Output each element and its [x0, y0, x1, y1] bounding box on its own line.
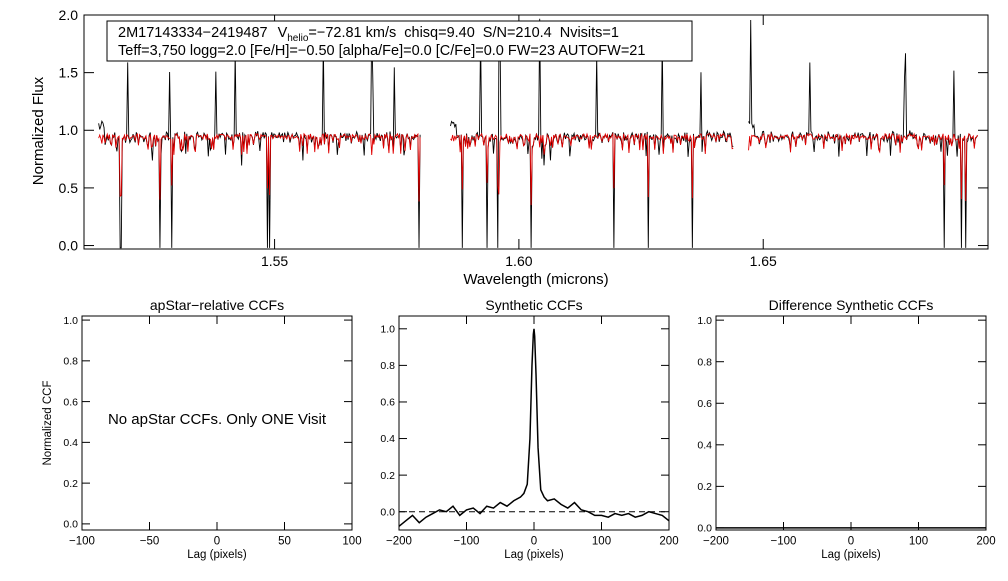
apstar-ccf-y-tick-label: 0.4 — [63, 437, 78, 449]
synthetic-ccf-title: Synthetic CCFs — [485, 297, 582, 313]
spectrum-x-axis-label: Wavelength (microns) — [463, 271, 608, 288]
difference-ccf-y-tick-label: 0.2 — [697, 481, 712, 493]
apstar-ccf-message: No apStar CCFs. Only ONE Visit — [108, 411, 327, 428]
difference-ccf-x-axis-label: Lag (pixels) — [821, 549, 881, 561]
apstar-ccf-x-tick-label: 100 — [342, 536, 361, 548]
apstar-ccf-axis-ticks: −100 −50 0 50 100 0.0 0.2 0.4 0.6 0.8 1.0 — [63, 315, 361, 548]
difference-ccf-title: Difference Synthetic CCFs — [769, 297, 934, 313]
synthetic-ccf-line — [398, 328, 670, 527]
spectrum-x-tick-label: 1.60 — [505, 253, 532, 269]
spectrum-y-tick-label: 1.5 — [59, 65, 79, 81]
synthetic-ccf-y-tick-label: 0.8 — [380, 360, 395, 372]
apstar-ccf-x-tick-label: 50 — [278, 536, 291, 548]
vhelio-label: V — [278, 25, 288, 41]
spectrum-y-tick-label: 1.0 — [59, 122, 79, 138]
synthetic-ccf-x-axis-label: Lag (pixels) — [504, 549, 564, 561]
difference-ccf-x-tick-label: 0 — [848, 536, 854, 548]
difference-ccf-x-tick-label: −100 — [771, 536, 797, 548]
snr-value: S/N=210.4 — [483, 25, 552, 41]
synthetic-ccf-panel: Synthetic CCFs −200 −100 0 100 200 0.0 0.2 0.4 0… — [380, 297, 678, 561]
synthetic-ccf-y-tick-label: 0.2 — [380, 470, 395, 482]
difference-ccf-panel: Difference Synthetic CCFs −200 −100 0 100 20… — [697, 297, 995, 561]
synthetic-ccf-x-tick-label: 0 — [531, 536, 537, 548]
apstar-ccf-title: apStar−relative CCFs — [150, 297, 284, 313]
difference-ccf-x-tick-label: 200 — [976, 536, 995, 548]
difference-ccf-y-tick-label: 0.4 — [697, 439, 712, 451]
spectrum-x-tick-label: 1.65 — [750, 253, 777, 269]
model-spectrum-line-chip-3 — [748, 131, 978, 201]
synthetic-ccf-x-tick-label: 200 — [659, 536, 678, 548]
nvisits-value: Nvisits=1 — [560, 25, 619, 41]
model-spectrum-line-chip-1 — [98, 132, 421, 202]
synthetic-ccf-x-tick-label: 100 — [592, 536, 611, 548]
difference-ccf-y-tick-label: 1.0 — [697, 315, 712, 327]
chisq-value: chisq=9.40 — [404, 25, 475, 41]
spectrum-frame — [83, 14, 989, 250]
difference-ccf-axis-ticks: −200 −100 0 100 200 0.0 0.2 0.4 0.6 0.8 1.0 — [697, 315, 995, 548]
synthetic-ccf-y-tick-label: 0.0 — [380, 506, 395, 518]
apstar-ccf-x-tick-label: −100 — [69, 536, 95, 548]
synthetic-ccf-axis-ticks: −200 −100 0 100 200 0.0 0.2 0.4 0.6 0.8 1.0 — [380, 316, 679, 548]
apstar-ccf-y-tick-label: 0.8 — [63, 356, 78, 368]
model-spectrum-line-chip-2 — [450, 132, 734, 206]
apstar-ccf-y-tick-label: 1.0 — [63, 315, 78, 327]
apstar-ccf-y-tick-label: 0.0 — [63, 519, 78, 531]
apstar-ccf-y-tick-label: 0.6 — [63, 396, 78, 408]
star-id: 2M17143334−2419487 — [118, 25, 268, 41]
apstar-ccf-y-tick-label: 0.2 — [63, 478, 78, 490]
apstar-ccf-x-axis-label: Lag (pixels) — [187, 549, 247, 561]
spectrum-y-tick-label: 2.0 — [59, 7, 79, 23]
difference-ccf-y-tick-label: 0.8 — [697, 356, 712, 368]
difference-ccf-x-tick-label: −200 — [703, 536, 729, 548]
synthetic-ccf-plot-area — [398, 328, 670, 527]
vhelio-subscript: helio — [287, 33, 309, 44]
spectrum-annotation-line2: Teff=3,750 logg=2.0 [Fe/H]=−0.50 [alpha/… — [118, 43, 645, 59]
difference-ccf-y-tick-label: 0.6 — [697, 398, 712, 410]
synthetic-ccf-frame — [398, 315, 670, 531]
difference-ccf-x-tick-label: 100 — [909, 536, 928, 548]
spectrum-panel: 1.55 1.60 1.65 0.0 0.5 1.0 1.5 2.0 2M17143334−2… — [30, 7, 989, 288]
difference-ccf-frame — [715, 315, 987, 531]
spectrum-y-axis-label: Normalized Flux — [30, 76, 47, 185]
synthetic-ccf-y-tick-label: 0.4 — [380, 433, 395, 445]
spectrum-axis-ticks: 1.55 1.60 1.65 0.0 0.5 1.0 1.5 2.0 — [59, 7, 988, 269]
synthetic-ccf-y-tick-label: 0.6 — [380, 397, 395, 409]
apstar-ccf-y-axis-label: Normalized CCF — [42, 381, 54, 466]
spectrum-y-tick-label: 0.5 — [59, 180, 79, 196]
spectrum-x-tick-label: 1.55 — [261, 253, 288, 269]
synthetic-ccf-x-tick-label: −100 — [454, 536, 480, 548]
apstar-ccf-x-tick-label: −50 — [140, 536, 160, 548]
spectrum-annotation-box — [106, 20, 693, 62]
difference-ccf-y-tick-label: 0.0 — [697, 523, 712, 535]
spectrum-annotation-line1: 2M17143334−2419487 Vhelio=−72.81 km/s chis… — [118, 25, 619, 44]
synthetic-ccf-x-tick-label: −200 — [386, 536, 412, 548]
apstar-ccf-panel: apStar−relative CCFs −100 −50 0 50 100 0.0 0.2… — [42, 297, 362, 561]
apstar-ccf-x-tick-label: 0 — [214, 536, 220, 548]
synthetic-ccf-y-tick-label: 1.0 — [380, 323, 395, 335]
spectrum-plot-area — [98, 18, 978, 249]
spectrum-y-tick-label: 0.0 — [59, 237, 79, 253]
vhelio-value: =−72.81 km/s — [308, 25, 396, 41]
